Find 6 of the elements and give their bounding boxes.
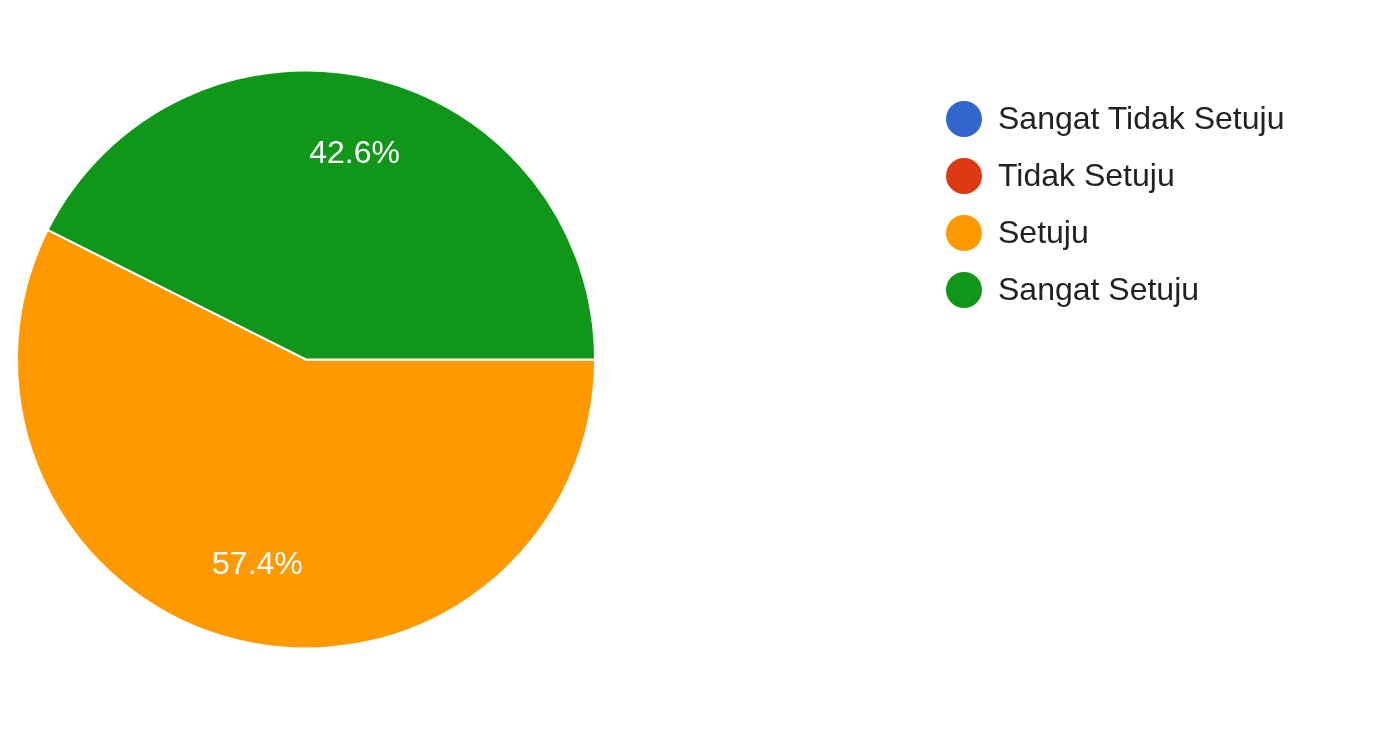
data-label: 42.6% xyxy=(309,134,400,171)
legend-label: Tidak Setuju xyxy=(998,157,1175,194)
legend-label: Sangat Tidak Setuju xyxy=(998,100,1285,137)
legend-label: Setuju xyxy=(998,214,1089,251)
legend-label: Sangat Setuju xyxy=(998,271,1200,308)
data-label: 57.4% xyxy=(212,544,303,581)
